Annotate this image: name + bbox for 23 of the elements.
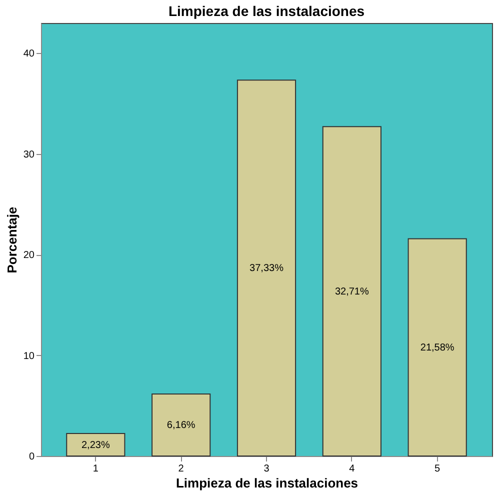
chart-title: Limpieza de las instalaciones: [168, 3, 365, 19]
x-tick-label: 2: [178, 464, 184, 474]
data-label: 37,33%: [250, 263, 284, 274]
data-label: 6,16%: [166, 420, 196, 431]
bar: [236, 80, 296, 456]
x-tick-label: 1: [92, 464, 99, 474]
bar: [152, 393, 211, 456]
data-label: 32,71%: [334, 286, 369, 298]
x-tick-label: 5: [434, 464, 441, 474]
x-axis-title: Limpieza de las instalaciones: [176, 476, 358, 490]
x-tick-label: 4: [349, 464, 356, 474]
x-tick-label: 3: [264, 464, 270, 474]
data-label: 2,23%: [81, 440, 110, 451]
y-tick-label: 10: [23, 350, 35, 362]
y-tick-label: 20: [23, 250, 35, 262]
bar: [66, 433, 126, 456]
y-axis-title: Porcentaje: [4, 206, 20, 274]
bar: [322, 126, 382, 456]
data-label: 21,58%: [420, 342, 454, 354]
y-tick-label: 30: [23, 149, 35, 160]
y-tick-label: 0: [28, 452, 35, 462]
y-tick-label: 40: [23, 48, 35, 60]
bar: [408, 238, 467, 456]
